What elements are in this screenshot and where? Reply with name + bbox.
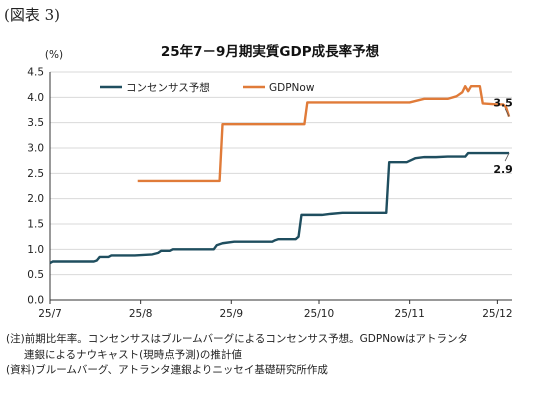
- figure-label: (図表 3): [4, 6, 61, 24]
- legend: コンセンサス予想 GDPNow: [100, 81, 315, 94]
- y-tick-label: 1.5: [27, 219, 44, 231]
- y-tick-label: 1.0: [27, 244, 44, 256]
- series-lines: [49, 84, 511, 265]
- y-tick-label: 0.0: [27, 295, 44, 307]
- x-axis: 25/7 25/8 25/9 25/10 25/11 25/12: [38, 299, 513, 320]
- line-chart: 0.00.51.01.52.02.53.03.54.04.5 25/7 25/8 2…: [27, 49, 513, 320]
- footnote-note-cont: 連銀によるナウキャスト(現時点予測)の推計値: [24, 348, 242, 361]
- x-tick-label: 25/11: [395, 308, 425, 320]
- end-label: 3.5: [493, 97, 513, 110]
- gridlines: [50, 71, 512, 301]
- y-tick-label: 3.5: [27, 117, 44, 129]
- y-tick-label: 0.5: [27, 269, 44, 281]
- series-line-2: [137, 84, 511, 183]
- x-tick-label: 25/7: [38, 308, 62, 320]
- legend-label: GDPNow: [269, 82, 315, 94]
- footnote-source: (資料)ブルームバーグ、アトランタ連銀よりニッセイ基礎研究所作成: [6, 364, 328, 376]
- chart-title: 25年7－9月期実質GDP成長率予想: [160, 44, 380, 60]
- y-axis-unit: (%): [45, 49, 63, 61]
- x-tick-label: 25/9: [219, 308, 243, 320]
- y-tick-label: 2.0: [27, 193, 44, 205]
- x-tick-label: 25/12: [482, 308, 512, 320]
- end-label-leader: [504, 152, 510, 162]
- y-axis: 0.0 0.5 1.0 1.5 2.0 2.5 3.0 3.5 4.0 4.5: [27, 67, 51, 307]
- legend-label: コンセンサス予想: [126, 81, 210, 94]
- footnote-note: (注)前期比年率。コンセンサスはブルームバーグによるコンセンサス予想。GDPNo…: [6, 333, 469, 345]
- end-label: 2.9: [493, 163, 513, 176]
- end-label-leader: [504, 108, 510, 117]
- y-tick-label: 2.5: [27, 168, 44, 180]
- y-tick-label: 4.5: [27, 67, 44, 79]
- x-tick-label: 25/10: [304, 308, 334, 320]
- series-line-1: [49, 151, 510, 265]
- y-tick-label: 3.0: [27, 143, 44, 155]
- y-tick-label: 4.0: [27, 92, 44, 104]
- x-tick-label: 25/8: [129, 308, 153, 320]
- end-labels: 2.9 3.5: [493, 97, 513, 176]
- footnotes: (注)前期比年率。コンセンサスはブルームバーグによるコンセンサス予想。GDPNo…: [6, 332, 536, 379]
